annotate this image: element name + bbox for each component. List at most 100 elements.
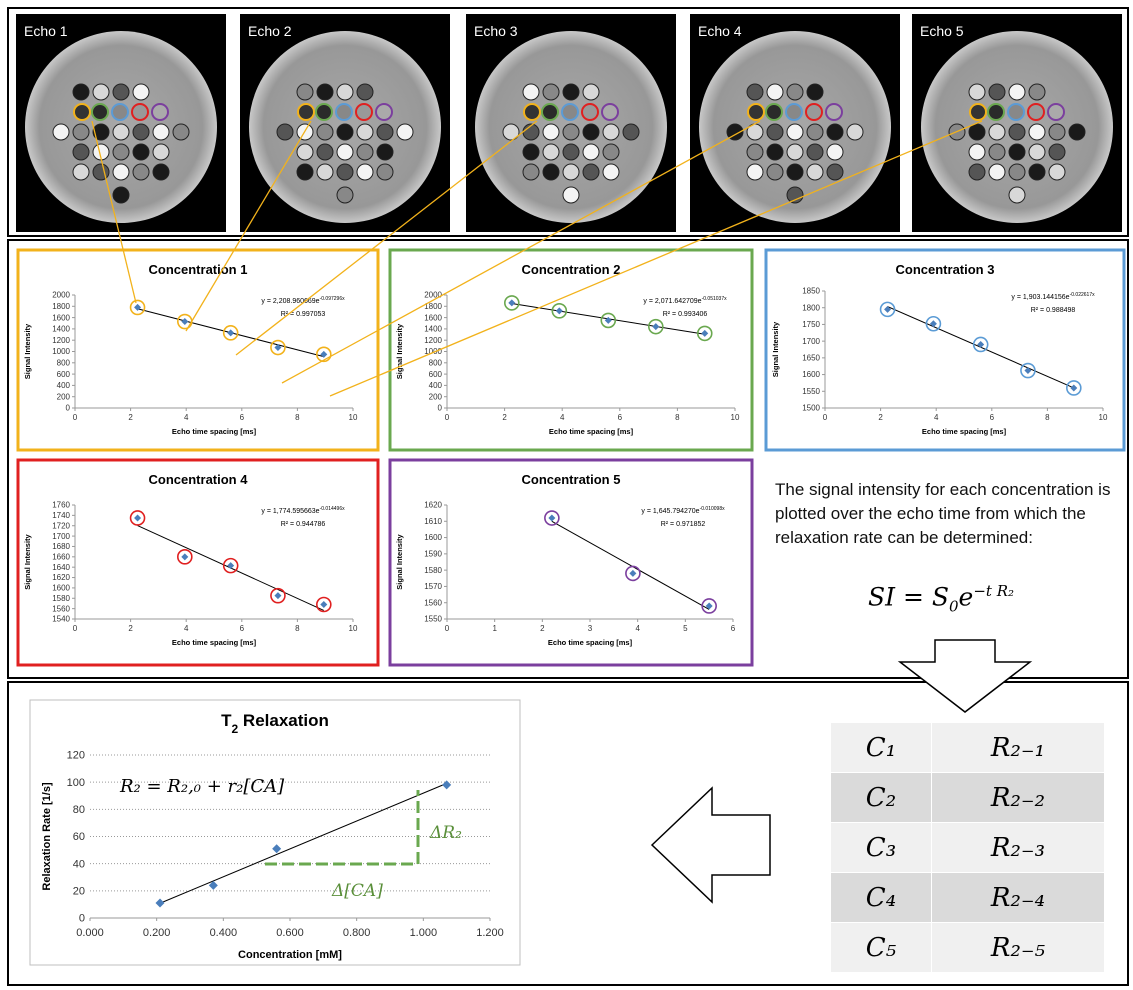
vial [356,83,374,101]
vial [846,123,864,141]
model-equation: R₂ = R₂,₀ + r₂[CA] [119,776,285,797]
table-cell: C₄ [830,872,932,923]
point [705,602,713,610]
vial [316,163,334,181]
table-row: C₅ R₂₋₅ [830,922,1106,973]
y-tick-label: 1750 [802,320,820,329]
x-tick-label: 10 [1099,413,1108,422]
vial [562,83,580,101]
vial [152,123,170,141]
y-tick-label: 1500 [802,404,820,413]
vial [522,143,540,161]
x-tick-label: 1 [492,624,497,633]
x-tick-label: 8 [675,413,680,422]
vial [112,163,130,181]
vial [396,123,414,141]
echo-label: Echo 5 [920,23,964,39]
connector [329,120,983,397]
vial [356,123,374,141]
x-tick-label: 0.800 [343,927,371,939]
delta-r: ΔR₂ [429,823,462,843]
y-tick-label: 0 [79,913,85,925]
vial [806,123,824,141]
vial [375,103,393,121]
vial [1008,163,1026,181]
chart-title: Concentration 5 [522,472,621,487]
echo-label: Echo 3 [474,23,518,39]
point [548,514,556,522]
title-text: T [221,711,232,730]
x-tick-label: 2 [128,413,133,422]
vial [1008,143,1026,161]
point-ring [1020,362,1036,379]
vial [726,123,744,141]
x-tick-label: 1.000 [410,927,438,939]
y-tick-label: 1550 [424,615,442,624]
point [155,898,165,908]
point-ring [222,325,239,341]
x-tick-label: 2 [502,413,507,422]
vial [542,163,560,181]
point-ring [544,510,560,526]
vial [806,143,824,161]
vial [152,143,170,161]
charts: Concentration 10200400600800100012001400… [16,248,1126,966]
vial [766,83,784,101]
y-axis-label: Signal Intensity [771,321,780,377]
vial [92,163,110,181]
vial [785,103,803,121]
vial [582,83,600,101]
y-tick-label: 1560 [424,598,442,607]
vial [356,143,374,161]
vial [581,103,599,121]
vial [335,103,353,121]
vial [766,163,784,181]
x-tick-label: 8 [295,413,300,422]
vial [825,103,843,121]
point-ring [270,587,286,604]
y-tick-label: 1560 [52,604,70,613]
y-tick-label: 1600 [52,313,70,322]
vial [988,143,1006,161]
r-squared: R² = 0.997053 [281,311,326,318]
vial [522,163,540,181]
y-tick-label: 1200 [52,336,70,345]
vial [1007,103,1025,121]
x-tick-label: 4 [560,413,565,422]
delta-guides [265,790,420,866]
y-tick-label: 400 [57,381,71,390]
chart-frame [16,458,380,667]
vial [73,103,91,121]
x-tick-label: 0 [445,624,450,633]
y-tick-label: 1850 [802,287,820,296]
vial [296,143,314,161]
vial [296,83,314,101]
y-tick-label: 1200 [424,336,442,345]
point [884,305,892,313]
vial [582,143,600,161]
vial [131,103,149,121]
vial [336,143,354,161]
vial [968,83,986,101]
point [181,318,189,326]
vial [1068,123,1086,141]
y-tick-label: 1700 [52,532,70,541]
echo-label: Echo 2 [248,23,292,39]
x-axis-label: Echo time spacing [ms] [549,427,634,436]
vial [92,83,110,101]
x-tick-label: 1.200 [476,927,504,939]
point [1024,367,1032,375]
table-cell: R₂₋₂ [930,772,1106,823]
vial [622,123,640,141]
x-tick-label: 6 [990,413,995,422]
r-squared: R² = 0.988498 [1031,307,1076,314]
y-tick-label: 1660 [52,552,70,561]
vial [92,123,110,141]
chart-frame [29,699,521,966]
y-tick-label: 40 [73,858,85,870]
point-ring [222,557,239,574]
table-cell: C₂ [830,772,932,823]
vial [523,103,541,121]
table-row: C₁ R₂₋₁ [830,722,1106,773]
point-ring [270,339,286,356]
